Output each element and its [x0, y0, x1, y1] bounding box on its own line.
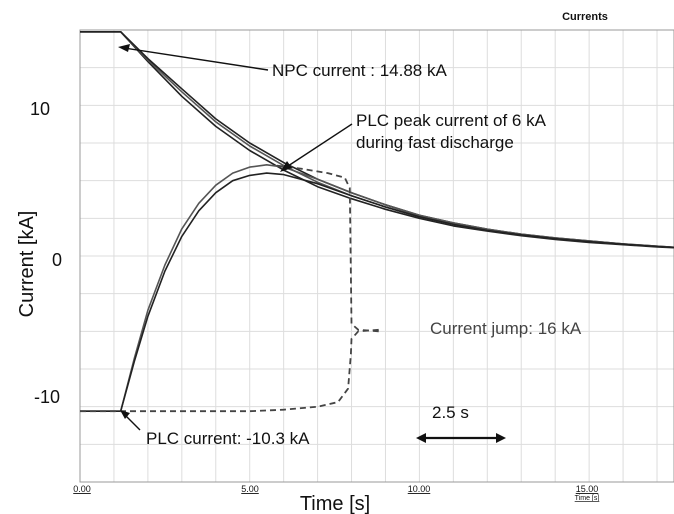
duration-indicator: 2.5 s	[416, 403, 506, 443]
current-jump-annotation: Current jump: 16 kA	[430, 319, 582, 338]
x-tick-label: 0.00	[73, 484, 91, 494]
annotation-plc: PLC current: -10.3 kA	[120, 410, 310, 448]
annotation-plc-peak: PLC peak current of 6 kA during fast dis…	[280, 111, 547, 172]
x-tick-label: 15.00	[576, 484, 599, 494]
y-tick-label: 0	[52, 250, 62, 270]
npc-annotation-text: NPC current : 14.88 kA	[272, 61, 447, 80]
y-tick-label: 10	[30, 99, 50, 119]
series-line	[80, 172, 674, 412]
plc-peak-annotation-line2: during fast discharge	[356, 133, 514, 152]
series-line	[80, 164, 674, 412]
x-tick-label: 10.00	[408, 484, 431, 494]
series-line-dashed	[80, 328, 379, 413]
plc-annotation-text: PLC current: -10.3 kA	[146, 429, 310, 448]
x-unit-label: Time [s]	[575, 495, 600, 502]
plc-peak-annotation-line1: PLC peak current of 6 kA	[356, 111, 547, 130]
series-group	[80, 31, 674, 413]
y-tick-label: -10	[34, 387, 60, 407]
annotation-npc: NPC current : 14.88 kA	[118, 44, 447, 80]
y-axis-title: Current [kA]	[16, 211, 38, 318]
duration-annotation-text: 2.5 s	[432, 403, 469, 422]
x-tick-label: 5.00	[241, 484, 259, 494]
series-line-dashed	[276, 164, 379, 333]
x-axis-title: Time [s]	[300, 493, 370, 514]
chart-title: Currents	[562, 11, 608, 23]
plot-frame	[79, 29, 674, 483]
